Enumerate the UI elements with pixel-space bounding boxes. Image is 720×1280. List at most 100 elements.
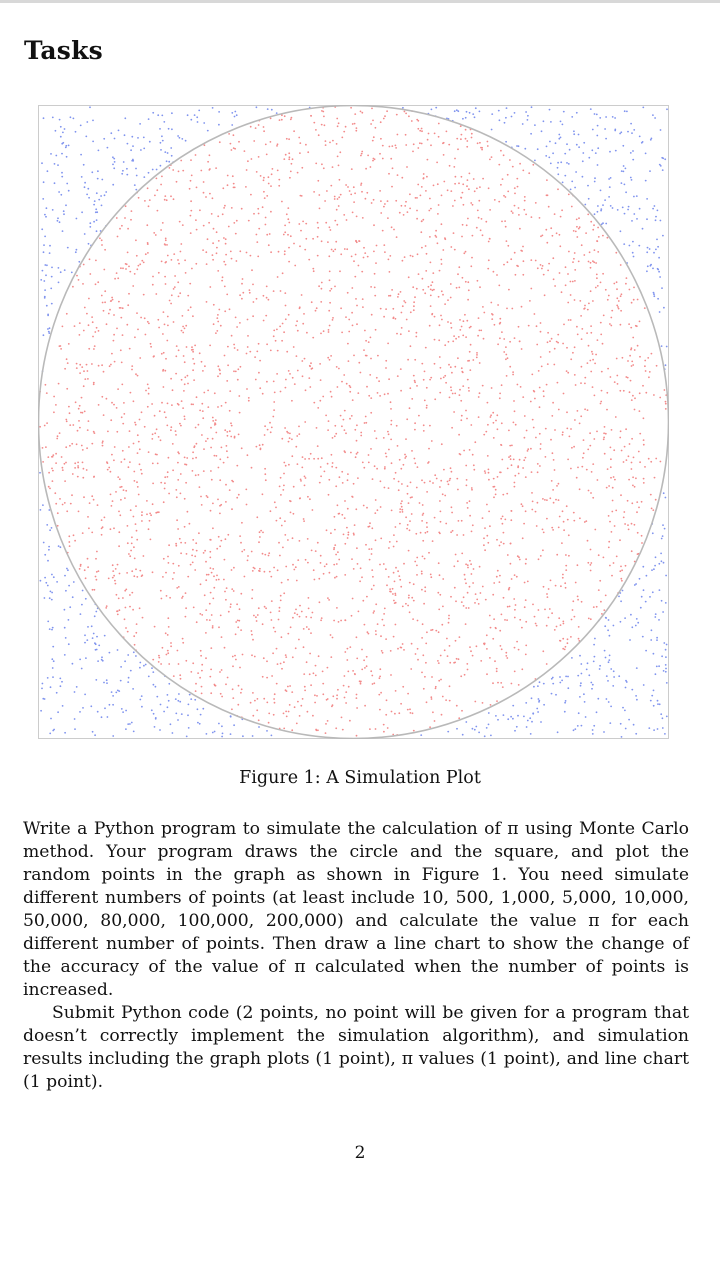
inside-point: [202, 370, 204, 372]
inside-point: [478, 199, 481, 202]
inside-point: [407, 358, 409, 361]
inside-point: [535, 436, 537, 439]
inside-point: [101, 526, 104, 529]
inside-point: [200, 169, 203, 172]
inside-point: [358, 680, 361, 683]
inside-point: [650, 352, 653, 355]
outside-point: [65, 144, 68, 147]
inside-point: [509, 340, 511, 343]
inside-point: [465, 479, 468, 481]
inside-point: [379, 152, 381, 155]
inside-point: [257, 156, 260, 158]
inside-point: [428, 324, 431, 327]
inside-point: [439, 366, 442, 369]
outside-point: [221, 732, 224, 735]
inside-point: [178, 537, 181, 540]
inside-point: [195, 442, 198, 445]
outside-point: [471, 727, 474, 730]
inside-point: [484, 472, 487, 474]
inside-point: [630, 347, 633, 350]
inside-point: [335, 563, 338, 565]
inside-point: [378, 677, 381, 680]
inside-point: [439, 391, 442, 394]
inside-point: [47, 456, 50, 458]
inside-point: [614, 478, 616, 481]
inside-point: [223, 646, 226, 649]
inside-point: [628, 478, 630, 481]
inside-point: [286, 430, 288, 433]
inside-point: [422, 430, 425, 432]
inside-point: [335, 366, 338, 368]
inside-point: [597, 554, 600, 557]
outside-point: [126, 173, 129, 176]
outside-point: [591, 149, 594, 152]
inside-point: [329, 301, 331, 304]
outside-point: [587, 184, 589, 187]
inside-point: [215, 579, 218, 581]
inside-point: [276, 663, 279, 665]
inside-point: [294, 647, 297, 650]
inside-point: [458, 182, 460, 185]
inside-point: [475, 226, 478, 229]
outside-point: [653, 568, 655, 571]
inside-point: [210, 571, 213, 574]
inside-point: [652, 509, 655, 511]
inside-point: [167, 562, 170, 564]
inside-point: [218, 308, 221, 311]
inside-point: [185, 553, 188, 555]
inside-point: [379, 307, 382, 310]
inside-point: [439, 520, 442, 523]
inside-point: [632, 298, 635, 301]
inside-point: [456, 560, 459, 563]
inside-point: [580, 600, 583, 603]
inside-point: [224, 238, 227, 241]
inside-point: [272, 290, 275, 292]
outside-point: [130, 721, 133, 724]
inside-point: [393, 477, 395, 480]
outside-point: [653, 251, 655, 254]
outside-point: [605, 675, 608, 677]
inside-point: [548, 351, 551, 353]
inside-point: [298, 306, 301, 309]
inside-point: [265, 285, 268, 288]
inside-point: [544, 427, 547, 430]
inside-point: [462, 534, 465, 536]
inside-point: [476, 354, 478, 356]
inside-point: [351, 123, 354, 125]
inside-point: [392, 571, 395, 574]
inside-point: [563, 529, 565, 532]
inside-point: [463, 252, 466, 255]
outside-point: [87, 242, 90, 245]
inside-point: [177, 586, 180, 588]
inside-point: [471, 488, 473, 491]
inside-point: [516, 383, 519, 386]
inside-point: [440, 258, 443, 261]
inside-point: [524, 653, 527, 656]
inside-point: [495, 667, 498, 670]
inside-point: [648, 376, 650, 379]
inside-point: [467, 298, 469, 301]
inside-point: [259, 536, 261, 538]
inside-point: [226, 450, 228, 453]
outside-point: [607, 680, 609, 682]
inside-point: [109, 308, 111, 311]
inside-point: [366, 506, 368, 509]
inside-point: [616, 374, 619, 377]
inside-point: [256, 350, 259, 353]
inside-point: [530, 216, 533, 218]
inside-point: [421, 362, 424, 365]
outside-point: [661, 727, 664, 729]
inside-point: [336, 697, 338, 700]
inside-point: [273, 701, 276, 704]
inside-point: [451, 529, 454, 532]
inside-point: [440, 194, 443, 197]
outside-point: [180, 713, 183, 715]
inside-point: [95, 326, 98, 329]
inside-point: [327, 241, 329, 244]
inside-point: [200, 504, 203, 506]
inside-point: [559, 624, 562, 626]
outside-point: [626, 110, 628, 113]
inside-point: [77, 461, 79, 464]
inside-point: [124, 589, 127, 592]
inside-point: [581, 328, 584, 330]
